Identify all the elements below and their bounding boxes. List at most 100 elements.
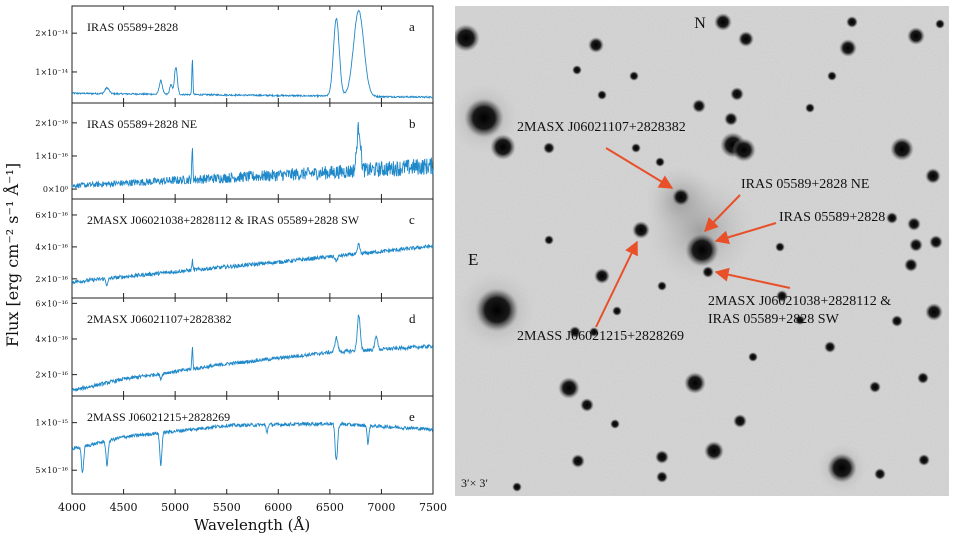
star	[455, 24, 480, 52]
star	[558, 377, 580, 399]
star	[655, 450, 669, 464]
sky-image	[455, 6, 949, 496]
star	[571, 454, 585, 468]
star	[631, 143, 641, 153]
star	[610, 419, 620, 429]
star	[907, 217, 921, 231]
spectrum-panel-a: 2×10⁻¹⁴ 1×10⁻¹⁴ IRAS 05589+2828 a	[35, 5, 434, 104]
scale-label: 3′× 3′	[461, 476, 488, 490]
star	[475, 288, 519, 332]
star	[490, 134, 516, 160]
panel-title-e: 2MASS J06021215+2828269	[87, 410, 230, 424]
arrow-2masx-j06021107	[605, 147, 674, 189]
star	[714, 13, 732, 31]
panel-letter-c: c	[409, 212, 415, 227]
star-field	[455, 13, 945, 493]
y-tick-label: 2×10⁻¹⁴	[35, 29, 68, 38]
star	[612, 306, 622, 316]
star	[909, 238, 923, 252]
star	[569, 326, 581, 338]
arrow-2masx-j06021038	[714, 267, 791, 289]
label-iras-ne: IRAS 05589+2828 NE	[741, 177, 869, 192]
panel-title-d: 2MASX J06021107+2828382	[87, 312, 232, 326]
y-tick-label: 1×10⁻¹⁴	[35, 68, 68, 77]
star	[904, 258, 918, 272]
panel-title-a: IRAS 05589+2828	[87, 20, 178, 34]
star	[738, 31, 754, 47]
star	[907, 27, 925, 45]
star	[918, 454, 930, 466]
spectrum-line-d	[71, 314, 434, 393]
y-tick-label: 6×10⁻¹⁶	[35, 211, 68, 220]
star	[594, 268, 610, 284]
label-iras: IRAS 05589+2828	[779, 210, 885, 225]
spectrum-panel-b: 2×10⁻¹⁶ 1×10⁻¹⁶ 0×10⁰ IRAS 05589+2828 NE b	[35, 102, 434, 200]
panel-frame	[71, 395, 434, 495]
star	[891, 315, 903, 327]
x-tick-label: 4000	[58, 501, 86, 514]
star	[464, 98, 504, 138]
star	[684, 372, 706, 394]
y-tick-label: 4×10⁻¹⁶	[35, 335, 68, 344]
star	[672, 188, 690, 206]
label-iras-sw: IRAS 05589+2828 SW	[708, 312, 840, 327]
y-tick-label: 1×10⁻¹⁶	[35, 152, 68, 161]
star	[629, 71, 639, 81]
x-tick-label: 4500	[110, 501, 138, 514]
y-tick-label: 2×10⁻¹⁶	[35, 275, 68, 284]
star	[869, 381, 881, 393]
spectrum-panel-e: 1×10⁻¹⁵ 5×10⁻¹⁶ 2MASS J06021215+2828269 e	[35, 395, 434, 495]
y-axis-label: Flux [erg cm⁻² s⁻¹ Å⁻¹]	[2, 163, 22, 347]
star	[692, 99, 706, 113]
panel-letter-b: b	[409, 116, 416, 131]
star	[839, 39, 857, 57]
label-2masx-j06021038: 2MASX J06021038+2828112 &	[708, 294, 891, 309]
panel-title-b: IRAS 05589+2828 NE	[87, 117, 197, 131]
x-tick-label: 5500	[213, 501, 241, 514]
star	[632, 221, 650, 239]
star	[512, 482, 522, 492]
star	[730, 87, 744, 101]
spectrum-panel-c: 6×10⁻¹⁶ 4×10⁻¹⁶ 2×10⁻¹⁶ 2MASX J06021038+282…	[35, 198, 434, 299]
label-2mass-j06021215: 2MASS J06021215+2828269	[517, 329, 684, 344]
star	[733, 414, 747, 428]
star	[775, 242, 785, 252]
panel-letter-d: d	[409, 311, 416, 326]
star	[748, 352, 758, 362]
star	[827, 453, 857, 483]
y-tick-label: 2×10⁻¹⁶	[35, 371, 68, 380]
star	[935, 19, 945, 29]
star	[702, 266, 714, 278]
spectrum-line-b	[71, 122, 434, 189]
y-tick-label: 1×10⁻¹⁵	[35, 419, 68, 428]
star	[874, 468, 886, 480]
y-tick-label: 4×10⁻¹⁶	[35, 243, 68, 252]
x-tick-label: 6500	[316, 501, 344, 514]
star	[597, 90, 607, 100]
x-tick-label: 7000	[367, 501, 395, 514]
label-2masx-j06021107: 2MASX J06021107+2828382	[517, 120, 686, 135]
star	[544, 235, 554, 245]
star	[846, 16, 858, 28]
spectrum-line-c	[71, 242, 434, 287]
star	[925, 303, 943, 321]
east-label: E	[468, 250, 478, 269]
y-tick-label: 2×10⁻¹⁶	[35, 119, 68, 128]
star	[543, 142, 555, 154]
star	[886, 212, 898, 224]
y-tick-label: 0×10⁰	[43, 185, 68, 194]
star	[795, 315, 805, 325]
x-axis-label: Wavelength (Å)	[194, 516, 310, 534]
arrow-2mass-j06021215	[595, 240, 638, 328]
y-tick-label: 5×10⁻¹⁶	[35, 466, 68, 475]
sky-annotations: N E 3′× 3′ 2MASX J06021107+2828382 IRAS …	[461, 15, 891, 490]
star	[732, 138, 756, 162]
arrow-iras-ne	[704, 194, 741, 233]
spectrum-line-e	[71, 421, 434, 473]
spectrum-line-a	[71, 9, 433, 99]
star	[925, 168, 941, 184]
arrow-iras	[714, 222, 777, 245]
star	[824, 341, 836, 353]
panel-letter-a: a	[409, 19, 415, 34]
